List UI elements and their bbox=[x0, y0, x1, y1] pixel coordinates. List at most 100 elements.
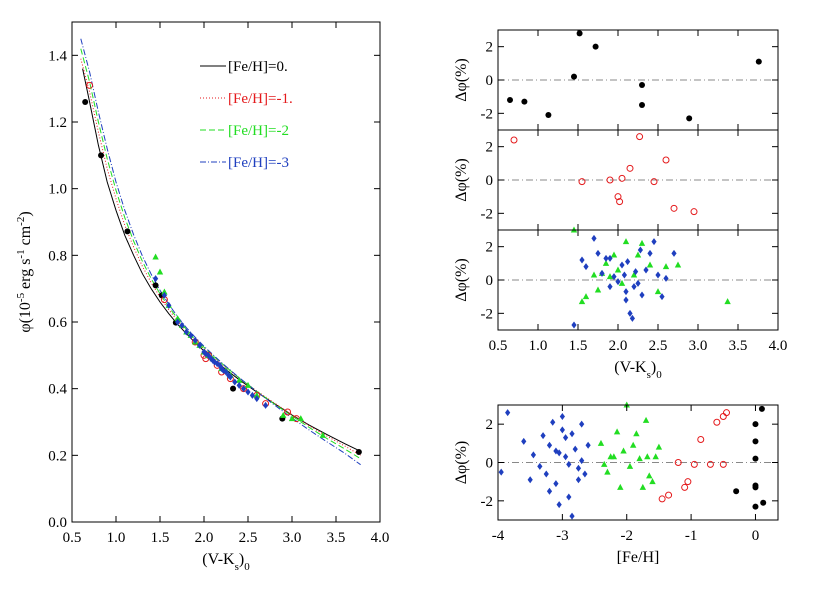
data-point bbox=[545, 112, 552, 118]
y-tick-label: 0 bbox=[486, 73, 494, 89]
model-curve bbox=[80, 38, 361, 466]
model-curve bbox=[80, 58, 361, 456]
data-point bbox=[197, 341, 203, 349]
data-point bbox=[639, 102, 645, 108]
data-point bbox=[662, 156, 670, 164]
data-point bbox=[284, 408, 292, 416]
data-point bbox=[319, 431, 326, 438]
data-point bbox=[651, 238, 657, 246]
data-point bbox=[752, 455, 759, 462]
data-point bbox=[566, 493, 572, 501]
data-point bbox=[527, 476, 533, 484]
panel-res2: 0.5 1.0 1.5 2.0 2.5 3.0 3.5 4.0 -2 0 2 (V-Ks)0 Δφ(%) bbox=[453, 226, 788, 381]
data-point bbox=[236, 376, 243, 383]
data-point bbox=[546, 487, 553, 495]
data-point bbox=[607, 254, 613, 262]
data-point bbox=[634, 251, 642, 258]
data-point bbox=[684, 478, 692, 486]
data-point bbox=[590, 271, 598, 278]
x-tick-label: -1 bbox=[685, 528, 698, 544]
data-point bbox=[153, 275, 159, 283]
y-axis-label: Δφ(%) bbox=[453, 158, 470, 202]
data-point bbox=[578, 298, 586, 305]
model-curve bbox=[82, 68, 361, 452]
data-point bbox=[583, 263, 589, 271]
data-point bbox=[575, 464, 582, 472]
data-point bbox=[723, 409, 731, 417]
data-point bbox=[621, 271, 627, 279]
data-point bbox=[543, 470, 549, 478]
data-point bbox=[521, 437, 527, 445]
data-point bbox=[253, 391, 260, 398]
data-point bbox=[537, 462, 543, 470]
y-tick-label: 1.0 bbox=[48, 182, 67, 198]
data-point bbox=[98, 152, 105, 159]
legend-label: [Fe/H]=0. bbox=[228, 59, 288, 75]
data-point bbox=[620, 447, 627, 454]
data-point bbox=[724, 298, 731, 305]
legend: [Fe/H]=0. [Fe/H]=-1. [Fe/H]=-2 [Fe/H]=-3 bbox=[200, 59, 293, 171]
y-tick-label: 0 bbox=[486, 456, 494, 472]
data-point bbox=[571, 321, 577, 329]
data-point bbox=[697, 436, 705, 443]
data-point bbox=[571, 73, 577, 80]
panel-res1: -2 0 2 Δφ(%) bbox=[453, 129, 779, 231]
data-point bbox=[232, 378, 238, 386]
data-point bbox=[569, 512, 575, 520]
data-point bbox=[510, 136, 518, 144]
data-point bbox=[297, 415, 304, 422]
data-point bbox=[644, 453, 651, 460]
data-point bbox=[179, 321, 185, 329]
data-point bbox=[713, 418, 721, 426]
data-point bbox=[614, 266, 622, 273]
data-point bbox=[498, 468, 504, 476]
data-point bbox=[613, 428, 621, 435]
data-point bbox=[161, 288, 168, 295]
data-point bbox=[566, 460, 572, 468]
data-point bbox=[627, 309, 633, 317]
y-tick-label: 0.0 bbox=[48, 515, 67, 531]
data-point bbox=[579, 256, 585, 264]
data-point bbox=[550, 418, 556, 426]
data-point bbox=[635, 279, 641, 287]
data-point bbox=[646, 472, 653, 479]
data-point bbox=[733, 488, 740, 495]
data-point bbox=[659, 293, 665, 301]
data-point bbox=[86, 81, 94, 89]
data-point bbox=[553, 447, 559, 455]
data-point bbox=[236, 381, 242, 389]
data-point bbox=[662, 263, 670, 270]
data-point bbox=[752, 484, 759, 491]
x-tick-label: 1.5 bbox=[569, 338, 588, 354]
data-point bbox=[670, 204, 678, 212]
data-point bbox=[674, 459, 682, 466]
data-point bbox=[633, 430, 640, 437]
data-point bbox=[175, 318, 181, 326]
y-tick-label: 0.6 bbox=[48, 315, 67, 331]
data-point bbox=[706, 460, 714, 468]
data-point bbox=[639, 291, 645, 299]
data-point bbox=[623, 288, 629, 296]
x-tick-label: 0 bbox=[752, 528, 760, 544]
data-point bbox=[639, 82, 645, 88]
data-point bbox=[658, 495, 666, 503]
data-point bbox=[585, 441, 591, 449]
data-point bbox=[166, 301, 172, 309]
plot-frame bbox=[71, 21, 381, 523]
x-tick-label: 0.5 bbox=[489, 338, 508, 354]
legend-label: [Fe/H]=-2 bbox=[228, 123, 289, 139]
data-point bbox=[681, 483, 689, 491]
data-point bbox=[654, 288, 662, 295]
y-tick-label: 0.2 bbox=[48, 448, 67, 464]
y-tick-label: 0.8 bbox=[48, 248, 67, 264]
data-point bbox=[626, 462, 634, 469]
x-tick-label: 4.0 bbox=[769, 338, 788, 354]
data-point bbox=[619, 261, 625, 269]
x-tick-label: 3.5 bbox=[729, 338, 748, 354]
data-point bbox=[629, 441, 637, 448]
data-point bbox=[752, 421, 759, 428]
y-tick-label: -2 bbox=[481, 494, 494, 510]
data-point bbox=[752, 438, 759, 445]
y-tick-label: 2 bbox=[486, 240, 494, 256]
x-tick-label: 1.5 bbox=[151, 530, 170, 546]
